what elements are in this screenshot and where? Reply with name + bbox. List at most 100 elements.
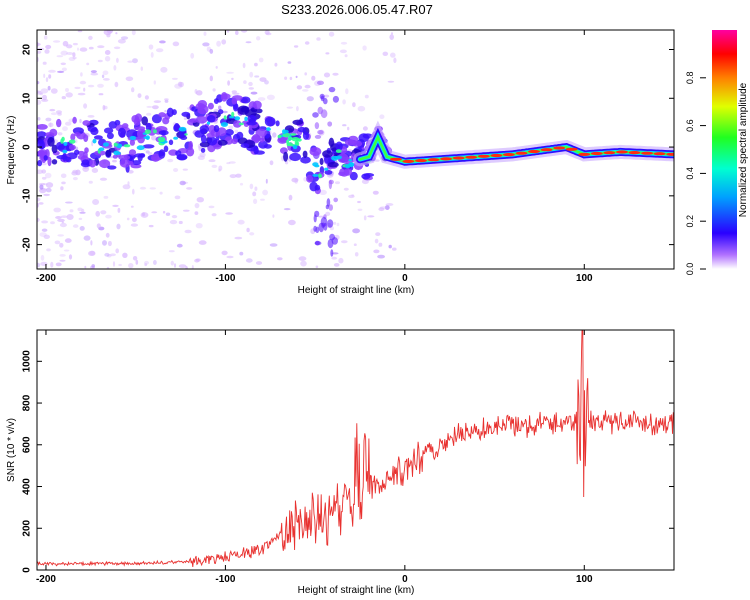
spectrogram-noise-blob — [340, 41, 348, 45]
spectrogram-noise-blob — [148, 152, 153, 156]
spectrogram-streak-blob — [327, 219, 334, 228]
spectrogram-noise-blob — [146, 105, 153, 108]
spectrogram-noise-blob — [62, 126, 68, 132]
spectrogram-noise-blob — [179, 81, 184, 88]
spectrogram-noise-blob — [235, 173, 242, 178]
spectrogram-noise-blob — [137, 93, 142, 98]
spectrogram-highlight-blob — [117, 151, 121, 155]
spectrogram-noise-blob — [216, 40, 222, 47]
spectrogram-ridge-core — [415, 159, 427, 163]
spectrogram-ridge-core — [502, 153, 515, 157]
spectrogram-streak-blob — [333, 197, 339, 203]
spectrogram-noise-blob — [100, 210, 107, 215]
spectrogram-ridge-core — [477, 154, 490, 158]
spectrogram-noise-blob — [41, 162, 47, 166]
spectrogram-noise-blob — [246, 227, 250, 233]
spectrogram-noise-blob — [135, 259, 139, 265]
snr-frame — [36, 329, 675, 571]
spectrogram-band-blob — [136, 128, 147, 139]
spectrogram-band-blob — [335, 141, 343, 151]
spectrogram-noise-blob — [37, 92, 43, 95]
spectrogram-band-blob — [200, 147, 206, 153]
spectrogram-noise-blob — [59, 222, 67, 228]
spectrogram-noise-blob — [178, 220, 183, 225]
spectrogram-noise-blob — [74, 86, 81, 90]
spectrogram-noise-blob — [37, 197, 41, 202]
spectrogram-noise-blob — [260, 198, 265, 201]
spectrogram-noise-blob — [209, 75, 213, 82]
spectrogram-band-blob — [195, 115, 208, 124]
colorbar-ticks: 0.0 0.2 0.4 0.6 0.8 — [685, 72, 706, 275]
spectrogram-band-blob — [56, 118, 62, 128]
spectrogram-band-blob — [246, 121, 258, 126]
spectrogram-noise-blob — [288, 219, 296, 226]
spectrogram-noise-blob — [130, 205, 134, 208]
spectrogram-noise-blob — [105, 214, 112, 219]
snr-ytick-label: 0 — [22, 567, 33, 573]
spectrogram-noise-blob — [150, 52, 154, 58]
spectrogram-streak-blob — [317, 80, 324, 86]
spectrogram-noise-blob — [149, 187, 156, 190]
spectrogram-noise-blob — [212, 88, 216, 92]
spectrogram-highlight-blob — [238, 122, 244, 126]
spectrogram-noise-blob — [99, 177, 108, 181]
spectrogram-band-blob — [161, 130, 166, 136]
spectrogram-noise-blob — [378, 207, 385, 212]
spectrogram-noise-blob — [61, 221, 64, 224]
spectrogram-noise-blob — [60, 50, 68, 56]
spectrogram-noise-blob — [113, 65, 117, 71]
spectrogram-band-blob — [81, 159, 90, 166]
spectrogram-noise-blob — [328, 31, 335, 37]
spectrogram-noise-blob — [55, 262, 62, 267]
spectrogram-noise-blob — [333, 221, 337, 225]
spectrogram-highlight-blob — [63, 141, 68, 146]
spectrogram-noise-blob — [342, 99, 346, 105]
colorbar-tick-label: 0.2 — [685, 215, 695, 228]
spectrogram-ridge-core — [578, 152, 591, 156]
spectrogram-noise-blob — [45, 117, 52, 122]
spectrogram-noise-blob — [59, 259, 66, 262]
spectrogram-highlight-blob — [223, 115, 227, 120]
spectrogram-noise-blob — [344, 54, 348, 58]
spectrogram-noise-blob — [148, 224, 154, 228]
spectrogram-noise-blob — [159, 40, 166, 44]
spectrogram-highlight-blob — [103, 142, 109, 147]
spectrogram-band-blob — [181, 111, 191, 117]
spectrogram-streak-blob — [317, 130, 324, 135]
snr-ytick-label: 600 — [22, 436, 33, 453]
spectrogram-noise-blob — [197, 155, 205, 160]
spectrogram-noise-blob — [325, 211, 331, 216]
spectrogram-noise-blob — [41, 98, 49, 102]
spectrogram-noise-blob — [347, 126, 350, 131]
spectrogram-noise-blob — [266, 94, 275, 101]
spectrogram-noise-blob — [91, 168, 99, 173]
spectrogram-noise-blob — [315, 265, 319, 269]
spectrogram-band-blob — [118, 154, 131, 161]
spectrogram-noise-blob — [167, 158, 174, 163]
spectrogram-highlight-blob — [92, 138, 97, 144]
spectrogram-noise-blob — [255, 261, 263, 265]
spectrogram-noise-blob — [226, 71, 235, 74]
spectrogram-highlight-blob — [62, 149, 68, 154]
colorbar: 0.0 0.2 0.4 0.6 0.8 Normalized spectral ampl… — [685, 30, 749, 275]
spectrogram-streak-blob — [317, 106, 324, 115]
spectrogram-noise-blob — [68, 254, 73, 260]
spectrogram-noise-blob — [283, 208, 291, 211]
spectrogram-noise-blob — [72, 177, 78, 181]
spectrogram-band-blob — [309, 147, 322, 156]
spectrogram-band-blob — [302, 131, 310, 140]
spectrogram-noise-blob — [194, 89, 198, 94]
snr-xtick-label: -200 — [36, 574, 56, 585]
spectrogram-noise-blob — [122, 184, 131, 190]
spectrogram-band-blob — [247, 115, 257, 123]
spectrogram-band-blob — [168, 139, 174, 146]
spectrogram-noise-blob — [103, 195, 109, 199]
spectrogram-band-blob — [344, 139, 355, 146]
spectrogram-noise-blob — [144, 263, 148, 267]
spectrogram-noise-blob — [304, 72, 308, 76]
spectrogram-noise-blob — [92, 199, 100, 205]
spectrogram-noise-blob — [259, 77, 267, 82]
spectrogram-noise-blob — [231, 90, 237, 94]
spectrogram-noise-blob — [43, 234, 50, 239]
